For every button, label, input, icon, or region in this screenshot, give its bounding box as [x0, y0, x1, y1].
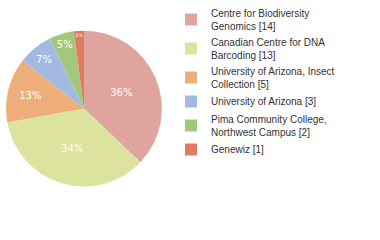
svg-text:5%: 5% — [57, 39, 73, 50]
svg-text:13%: 13% — [19, 90, 41, 101]
svg-text:2%: 2% — [75, 32, 83, 38]
svg-text:Canadian Centre for DNABarcodi: Canadian Centre for DNABarcoding [13] — [211, 37, 325, 61]
svg-text:University of Arizona, InsectC: University of Arizona, InsectCollection … — [211, 66, 335, 90]
svg-text:36%: 36% — [110, 87, 132, 98]
svg-text:34%: 34% — [61, 143, 83, 154]
svg-text:Pima Community College,Northwe: Pima Community College,Northwest Campus … — [211, 114, 327, 138]
svg-text:University of Arizona [3]: University of Arizona [3] — [211, 96, 316, 107]
svg-text:Centre for BiodiversityGenomic: Centre for BiodiversityGenomics [14] — [211, 8, 309, 32]
svg-text:7%: 7% — [36, 54, 52, 65]
svg-text:Genewiz [1]: Genewiz [1] — [211, 144, 264, 155]
